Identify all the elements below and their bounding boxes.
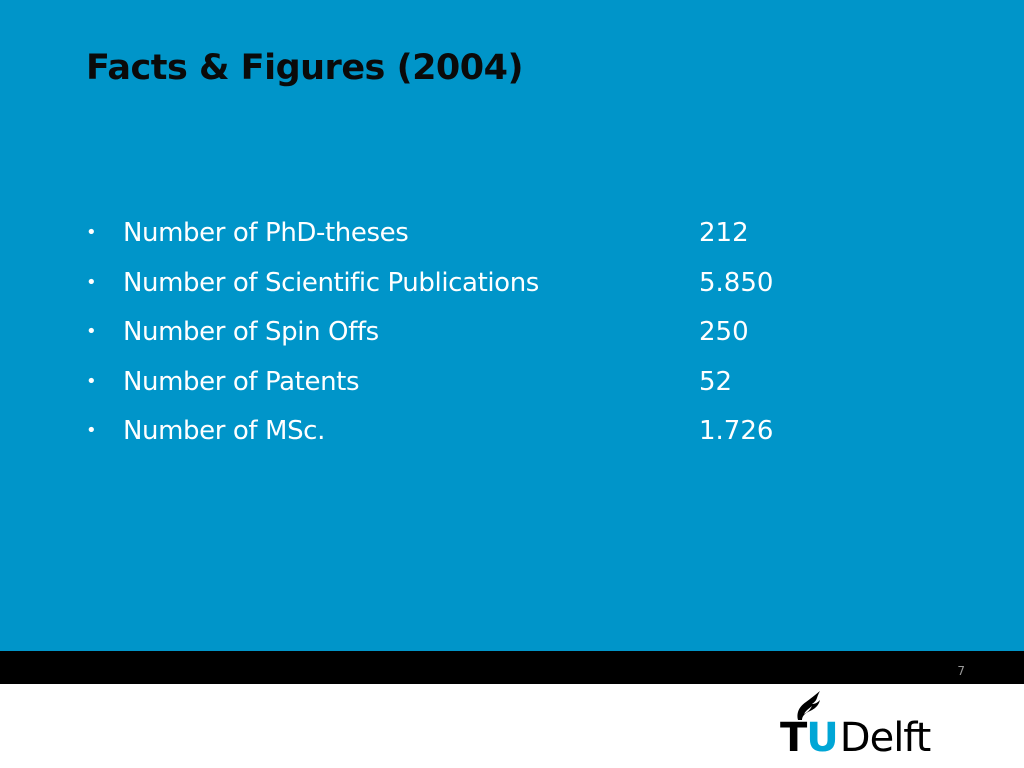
fact-value: 5.850 (699, 267, 774, 298)
fact-label: Number of Spin Offs (123, 317, 379, 347)
slide-content-area: Facts & Figures (2004) • Number of PhD-t… (0, 0, 1024, 651)
bullet-icon: • (86, 222, 97, 243)
fact-value: 250 (699, 317, 749, 347)
bullet-icon: • (86, 420, 97, 441)
footer-bar (0, 651, 1024, 684)
bullet-icon: • (86, 271, 97, 293)
tudelft-logo: TUDelft (780, 690, 950, 761)
bullet-icon: • (86, 370, 97, 392)
bullet-icon: • (86, 321, 97, 342)
fact-label: Number of PhD-theses (123, 218, 409, 248)
page-number: 7 (957, 664, 965, 678)
fact-label: Number of MSc. (123, 416, 325, 446)
logo-letter-u: U (806, 715, 839, 761)
slide-title: Facts & Figures (2004) (86, 48, 523, 88)
fact-label: Number of Scientific Publications (123, 267, 539, 298)
logo-delft: Delft (839, 715, 932, 761)
logo-letter-t: T (780, 715, 807, 761)
logo-wordmark: TUDelft (780, 715, 932, 761)
fact-value: 1.726 (699, 416, 774, 446)
fact-value: 52 (699, 366, 733, 397)
flame-icon (797, 691, 820, 720)
fact-value: 212 (699, 218, 749, 248)
fact-label: Number of Patents (123, 366, 360, 397)
